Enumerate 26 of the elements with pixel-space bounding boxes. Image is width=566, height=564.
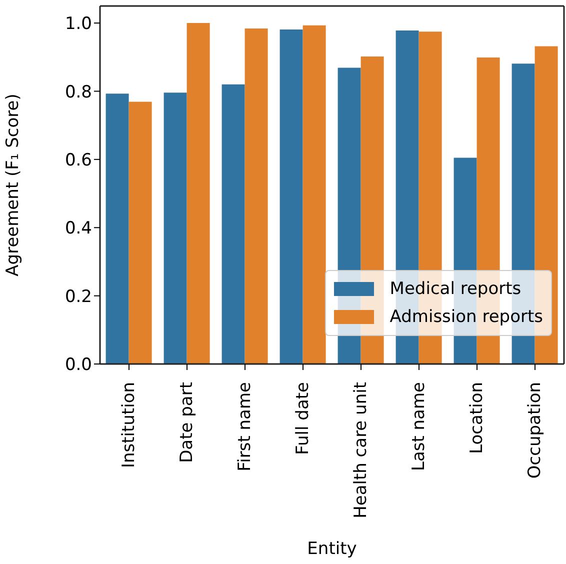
bar [244, 28, 268, 364]
bar [164, 92, 187, 364]
x-tick-label: Date part [177, 382, 197, 463]
y-tick-label: 0.6 [64, 150, 92, 170]
bar [280, 30, 303, 364]
x-axis-title: Entity [307, 539, 357, 559]
bar [302, 25, 326, 364]
y-axis-title: Agreement (F₁ Score) [3, 94, 24, 276]
legend-label: Admission reports [390, 306, 543, 329]
bar [186, 23, 210, 364]
y-tick-label: 1.0 [64, 14, 92, 34]
x-tick-label: Full date [293, 382, 313, 455]
y-tick-label: 0.4 [64, 218, 92, 239]
x-tick-label: First name [235, 382, 255, 472]
y-tick-label: 0.8 [64, 82, 92, 102]
x-tick-label: Institution [119, 382, 139, 468]
x-tick-label: Last name [409, 382, 429, 472]
y-tick-label: 0.0 [64, 355, 92, 376]
x-tick-label: Occupation [525, 382, 545, 479]
bar [222, 84, 245, 364]
x-tick-label: Location [467, 382, 487, 454]
y-tick-label: 0.2 [64, 286, 92, 307]
bar [128, 102, 152, 364]
legend-label: Medical reports [390, 278, 522, 301]
bar [106, 94, 129, 364]
x-tick-label: Health care unit [351, 382, 371, 518]
